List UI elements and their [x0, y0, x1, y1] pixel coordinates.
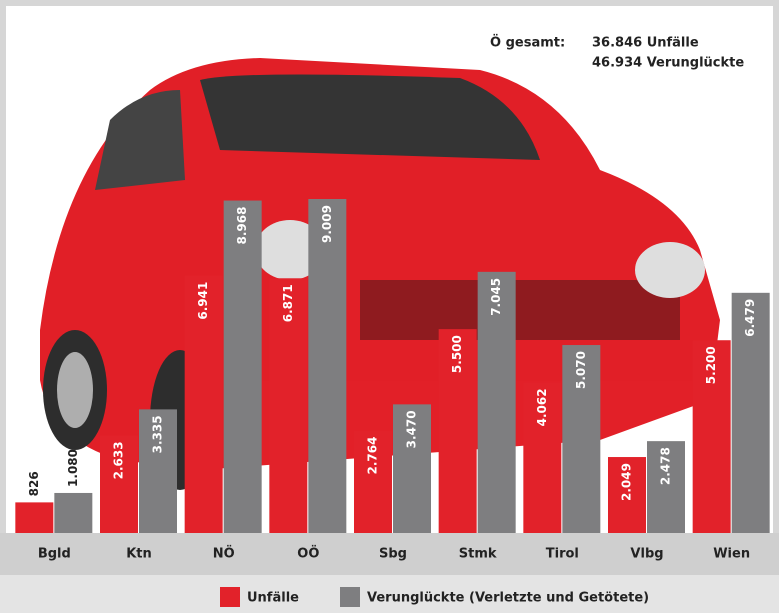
- value-label: 2.633: [112, 441, 126, 479]
- bar: [354, 430, 392, 533]
- legend-band: [0, 575, 779, 613]
- value-label: 2.049: [620, 463, 634, 501]
- bar: [647, 441, 685, 533]
- x-tick-label: Bgld: [38, 547, 71, 562]
- x-tick-label: NÖ: [213, 546, 235, 562]
- value-label: 6.941: [196, 282, 210, 320]
- legend-swatch: [340, 587, 360, 607]
- value-label: 9.009: [320, 205, 334, 243]
- value-label: 5.200: [704, 346, 718, 384]
- value-label: 6.479: [743, 299, 757, 337]
- legend-label: Unfälle: [247, 591, 299, 606]
- value-label: 1.080: [66, 449, 80, 487]
- legend-label: Verunglückte (Verletzte und Getötete): [367, 591, 649, 606]
- legend-swatch: [220, 587, 240, 607]
- value-label: 4.062: [535, 388, 549, 426]
- value-label: 3.470: [405, 410, 419, 448]
- value-label: 8.968: [235, 207, 249, 245]
- value-label: 3.335: [151, 415, 165, 453]
- bar: [223, 200, 262, 533]
- bar: [438, 329, 477, 533]
- value-label: 826: [27, 471, 41, 496]
- bar: [100, 435, 138, 533]
- x-tick-label: Sbg: [379, 547, 407, 562]
- bar: [477, 271, 516, 533]
- bar: [54, 492, 93, 533]
- bar: [184, 275, 223, 533]
- value-label: 5.070: [574, 351, 588, 389]
- bar: [15, 502, 54, 533]
- x-tick-label: Tirol: [546, 547, 579, 562]
- x-tick-label: Stmk: [459, 547, 497, 562]
- bar: [393, 404, 431, 533]
- bar: [608, 457, 646, 533]
- value-label: 5.500: [450, 335, 464, 373]
- bar: [562, 345, 601, 533]
- bar: [269, 278, 308, 533]
- x-tick-label: Wien: [713, 547, 750, 562]
- bar: [731, 292, 770, 533]
- value-label: 7.045: [489, 278, 503, 316]
- annotation-line: 46.934 Verunglückte: [592, 56, 744, 71]
- value-label: 6.871: [281, 284, 295, 322]
- value-label: 2.478: [659, 447, 673, 485]
- annotation-label: Ö gesamt:: [490, 35, 565, 51]
- bar: [308, 199, 347, 533]
- annotation-line: 36.846 Unfälle: [592, 36, 699, 51]
- bar: [523, 382, 562, 533]
- category-band: [0, 533, 779, 575]
- bar: [139, 409, 177, 533]
- x-tick-label: Ktn: [126, 547, 152, 562]
- x-tick-label: Vlbg: [630, 547, 663, 562]
- x-tick-label: OÖ: [297, 546, 319, 562]
- bar: [692, 340, 731, 533]
- value-label: 2.764: [366, 437, 380, 475]
